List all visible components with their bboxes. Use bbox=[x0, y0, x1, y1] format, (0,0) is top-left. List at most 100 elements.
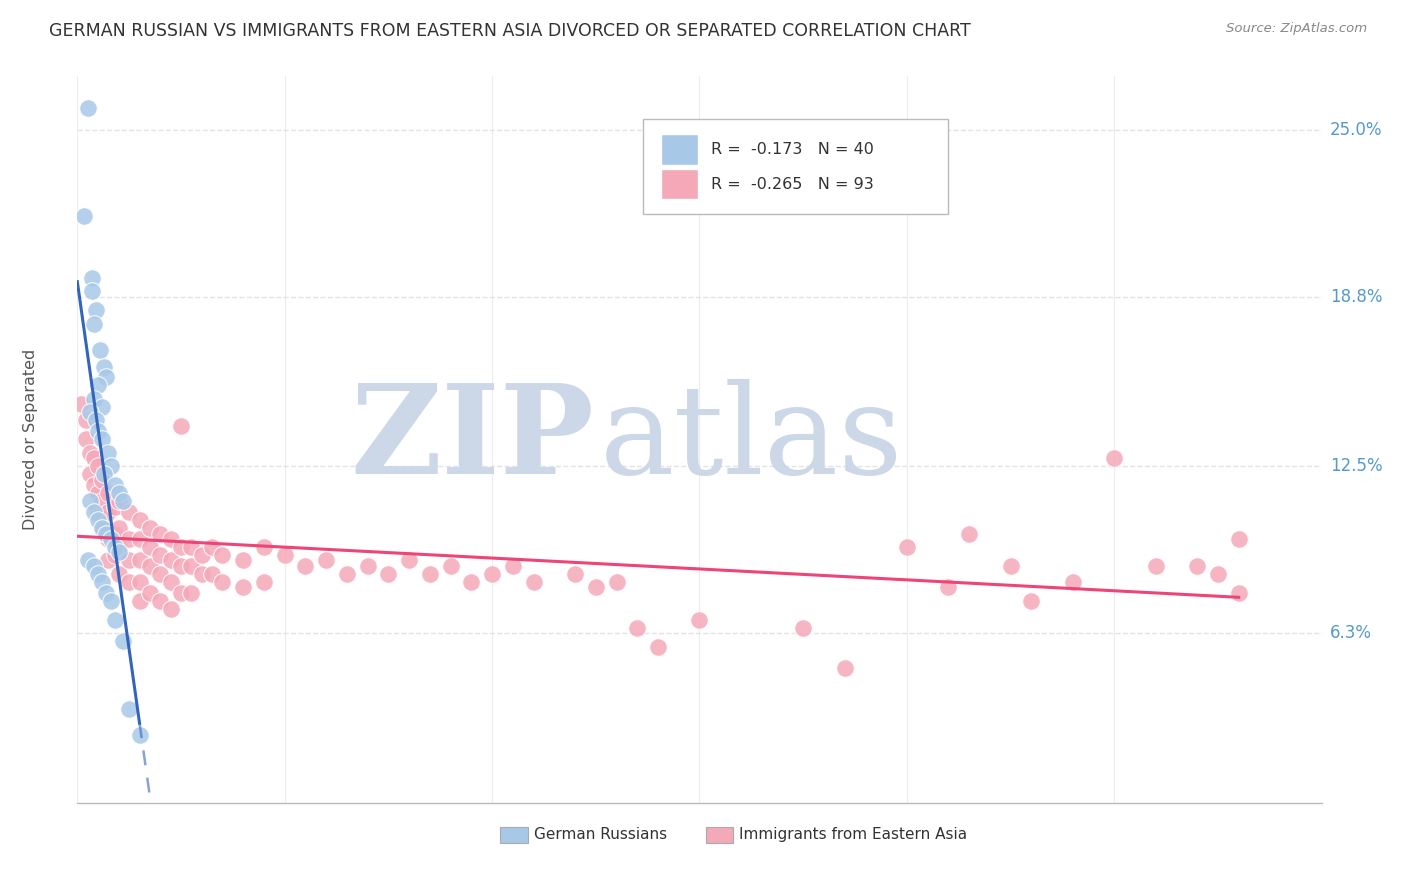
Point bbox=[201, 566, 224, 581]
Point bbox=[72, 209, 94, 223]
Point bbox=[149, 548, 172, 562]
Bar bbox=[661, 169, 699, 200]
Point bbox=[79, 405, 101, 419]
Point bbox=[159, 553, 181, 567]
Point bbox=[481, 566, 503, 581]
Point bbox=[97, 446, 120, 460]
Point bbox=[104, 613, 127, 627]
Text: atlas: atlas bbox=[600, 379, 903, 500]
Point bbox=[107, 521, 129, 535]
Point bbox=[606, 574, 628, 589]
Point bbox=[128, 513, 150, 527]
Point bbox=[647, 640, 669, 654]
Point bbox=[1206, 566, 1229, 581]
Point bbox=[585, 581, 607, 595]
Point bbox=[128, 729, 150, 743]
Point bbox=[1102, 451, 1125, 466]
Point bbox=[91, 521, 114, 535]
Bar bbox=[706, 827, 733, 843]
Point bbox=[180, 540, 202, 554]
Point bbox=[1021, 594, 1043, 608]
Point bbox=[76, 553, 98, 567]
Point bbox=[180, 586, 202, 600]
Point bbox=[70, 397, 93, 411]
Point bbox=[792, 621, 814, 635]
Point bbox=[1000, 558, 1022, 573]
Text: 6.3%: 6.3% bbox=[1330, 624, 1372, 642]
Point bbox=[75, 413, 97, 427]
Point bbox=[100, 459, 122, 474]
Point bbox=[159, 602, 181, 616]
Point bbox=[104, 478, 127, 492]
Text: 18.8%: 18.8% bbox=[1330, 287, 1382, 306]
Text: 25.0%: 25.0% bbox=[1330, 120, 1382, 138]
Point bbox=[159, 532, 181, 546]
Point bbox=[211, 548, 233, 562]
Point bbox=[118, 553, 141, 567]
Point bbox=[104, 526, 127, 541]
Point bbox=[83, 392, 105, 406]
Point bbox=[111, 634, 134, 648]
Point bbox=[564, 566, 586, 581]
Point bbox=[84, 303, 107, 318]
Point bbox=[128, 532, 150, 546]
Point bbox=[139, 586, 162, 600]
Point bbox=[232, 581, 254, 595]
Point bbox=[75, 432, 97, 446]
Point bbox=[84, 413, 107, 427]
Point bbox=[149, 526, 172, 541]
Point bbox=[87, 513, 110, 527]
Point bbox=[87, 566, 110, 581]
Point bbox=[689, 613, 711, 627]
Bar bbox=[501, 827, 527, 843]
Point bbox=[80, 270, 103, 285]
Point bbox=[159, 574, 181, 589]
Point bbox=[170, 418, 193, 433]
Point bbox=[91, 574, 114, 589]
Point bbox=[1187, 558, 1209, 573]
Text: Immigrants from Eastern Asia: Immigrants from Eastern Asia bbox=[740, 827, 967, 842]
Point bbox=[957, 526, 980, 541]
Point bbox=[128, 553, 150, 567]
Point bbox=[89, 343, 111, 358]
Point bbox=[502, 558, 524, 573]
Point bbox=[87, 486, 110, 500]
Point bbox=[149, 566, 172, 581]
Point bbox=[83, 317, 105, 331]
Point bbox=[377, 566, 399, 581]
Text: German Russians: German Russians bbox=[534, 827, 666, 842]
Point bbox=[170, 540, 193, 554]
Point bbox=[190, 548, 214, 562]
Point bbox=[97, 553, 120, 567]
Point bbox=[91, 400, 114, 414]
Point bbox=[232, 553, 254, 567]
Point bbox=[201, 540, 224, 554]
Point bbox=[91, 473, 114, 487]
Point bbox=[118, 532, 141, 546]
Point bbox=[79, 446, 101, 460]
Point bbox=[139, 521, 162, 535]
Point bbox=[87, 424, 110, 438]
Point bbox=[419, 566, 441, 581]
Point bbox=[91, 521, 114, 535]
Point bbox=[87, 378, 110, 392]
Bar bbox=[644, 120, 948, 214]
Bar bbox=[661, 134, 699, 164]
Point bbox=[83, 558, 105, 573]
Point bbox=[170, 586, 193, 600]
Point bbox=[104, 540, 127, 554]
Point bbox=[128, 594, 150, 608]
Text: ZIP: ZIP bbox=[350, 379, 593, 500]
Point bbox=[104, 548, 127, 562]
Point bbox=[149, 594, 172, 608]
Point bbox=[87, 505, 110, 519]
Point bbox=[315, 553, 337, 567]
Point bbox=[294, 558, 316, 573]
Point bbox=[107, 566, 129, 581]
Point bbox=[1062, 574, 1084, 589]
Point bbox=[96, 370, 118, 384]
Point bbox=[107, 486, 129, 500]
Point bbox=[1227, 586, 1250, 600]
Point bbox=[96, 586, 118, 600]
Point bbox=[83, 505, 105, 519]
